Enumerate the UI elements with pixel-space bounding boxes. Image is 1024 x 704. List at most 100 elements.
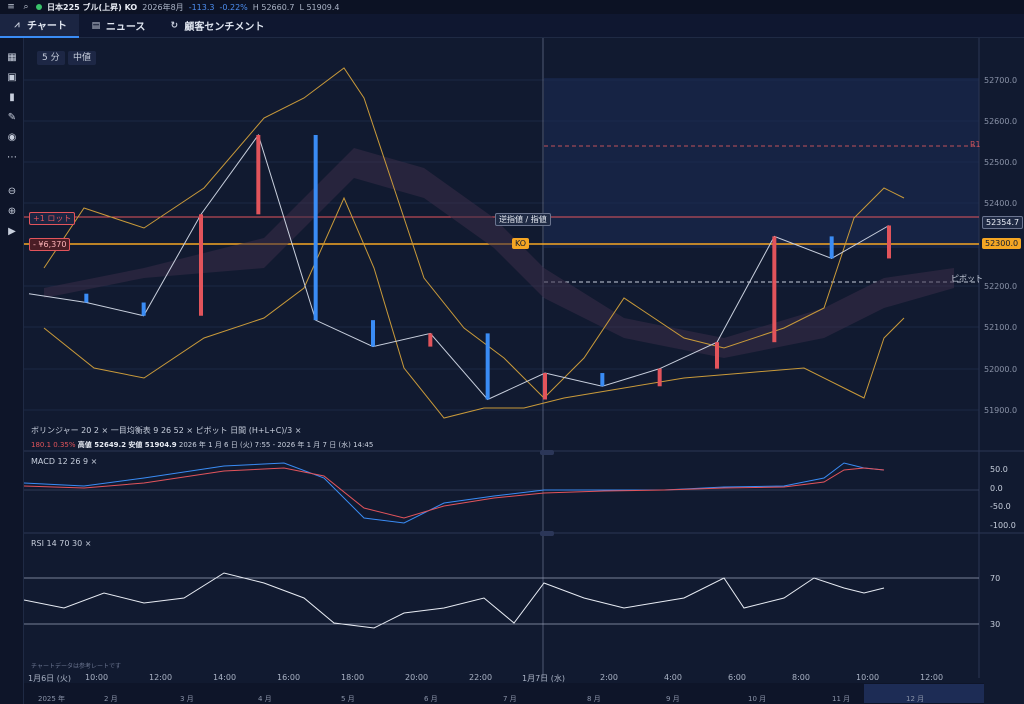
drawing-toolbar: ▦ ▣ ▮ ✎ ◉ ⋯ ⊖ ⊕ ▶ bbox=[0, 38, 24, 704]
time-tick: 12:00 bbox=[149, 673, 173, 682]
close-icon[interactable]: × bbox=[294, 426, 302, 435]
range-value: 180.1 bbox=[31, 441, 52, 449]
macd-label[interactable]: MACD 12 26 9 bbox=[31, 457, 89, 466]
zoom-in-icon[interactable]: ⊕ bbox=[7, 206, 17, 217]
close-icon[interactable]: × bbox=[186, 426, 194, 435]
candle bbox=[141, 302, 146, 316]
candle bbox=[772, 236, 777, 343]
navigator-month: 4 月 bbox=[258, 695, 272, 703]
hamburger-icon[interactable]: ≡ bbox=[7, 2, 15, 12]
data-disclaimer: チャートデータは参考レートです bbox=[31, 663, 121, 670]
ko-label[interactable]: KO bbox=[512, 238, 530, 249]
time-tick: 1月7日 (水) bbox=[522, 674, 565, 683]
ichimoku-cloud bbox=[44, 148, 954, 358]
pivot-legend[interactable]: ピボット 日間 (H+L+C)/3 bbox=[195, 426, 293, 435]
eye-icon[interactable]: ◉ bbox=[7, 132, 17, 143]
navigator-window[interactable] bbox=[864, 684, 984, 703]
close-icon[interactable]: × bbox=[84, 539, 92, 548]
price-tick: 52000.0 bbox=[984, 365, 1018, 374]
price-tick: 52500.0 bbox=[984, 158, 1018, 167]
time-tick: 8:00 bbox=[792, 673, 810, 682]
indicator-legend: ボリンジャー 20 2 × 一目均衡表 9 26 52 × ピボット 日間 (H… bbox=[31, 425, 301, 436]
play-icon[interactable]: ▶ bbox=[8, 226, 16, 237]
navigator-month: 2 月 bbox=[104, 695, 118, 703]
time-tick: 1月6日 (火) bbox=[28, 674, 71, 683]
pivot-label: ピボット bbox=[951, 274, 983, 283]
navigator-month: 11 月 bbox=[832, 695, 851, 703]
macd-line bbox=[24, 462, 885, 524]
tab-sentiment-label: 顧客センチメント bbox=[184, 22, 265, 33]
more-icon[interactable]: ⋯ bbox=[7, 152, 17, 163]
bollinger-legend[interactable]: ボリンジャー 20 2 bbox=[31, 426, 99, 435]
candle bbox=[84, 293, 89, 303]
navigator-month: 9 月 bbox=[666, 695, 680, 703]
time-tick: 22:00 bbox=[469, 673, 493, 682]
pnl-tag: - ¥6,370 bbox=[29, 238, 71, 251]
expiry-label: 2026年8月 bbox=[142, 2, 184, 12]
tab-news[interactable]: ▤ ニュース bbox=[79, 14, 158, 38]
candle bbox=[715, 342, 719, 369]
candle bbox=[657, 368, 662, 387]
bollinger-lower bbox=[43, 196, 905, 419]
time-tick: 14:00 bbox=[213, 673, 237, 682]
pane-resize-handle[interactable] bbox=[540, 531, 554, 536]
tab-sentiment[interactable]: ↻ 顧客センチメント bbox=[157, 14, 276, 38]
price-tick: 51900.0 bbox=[984, 406, 1018, 415]
zoom-out-icon[interactable]: ⊖ bbox=[7, 186, 17, 197]
price-tick: 52100.0 bbox=[984, 323, 1018, 332]
bollinger-upper bbox=[43, 67, 905, 399]
candle bbox=[543, 373, 547, 400]
close-icon[interactable]: × bbox=[90, 457, 98, 466]
bar-chart-icon[interactable]: ▮ bbox=[9, 92, 15, 103]
time-tick: 12:00 bbox=[920, 673, 944, 682]
template-icon[interactable]: ▣ bbox=[7, 72, 17, 83]
navigator[interactable] bbox=[24, 683, 984, 704]
rsi-label[interactable]: RSI 14 70 30 bbox=[31, 539, 83, 548]
indicator-icon[interactable]: ▦ bbox=[7, 52, 17, 63]
time-tick: 6:00 bbox=[728, 673, 746, 682]
symbol-header: ≡ ⌕ 日本225 ブル(上昇) KO 2026年8月 -113.3 -0.22… bbox=[0, 0, 1024, 14]
ichimoku-legend[interactable]: 一目均衡表 9 26 52 bbox=[110, 426, 184, 435]
current-price-tag: 52354.7 bbox=[982, 216, 1024, 229]
tab-chart[interactable]: ⩘ チャート bbox=[0, 13, 79, 38]
market-open-indicator bbox=[36, 4, 42, 10]
news-icon: ▤ bbox=[91, 20, 101, 31]
pencil-icon[interactable]: ✎ bbox=[7, 112, 17, 123]
order-button[interactable]: 逆指値 / 指値 bbox=[495, 213, 551, 226]
time-tick: 18:00 bbox=[341, 673, 365, 682]
symbol-name[interactable]: 日本225 ブル(上昇) KO bbox=[47, 2, 138, 12]
low-price: L 51909.4 bbox=[299, 2, 340, 12]
macd-tick: 0.0 bbox=[990, 484, 1003, 493]
navigator-month: 7 月 bbox=[503, 695, 517, 703]
price-tick: 52400.0 bbox=[984, 199, 1018, 208]
pane-resize-handle[interactable] bbox=[540, 450, 554, 455]
position-tag[interactable]: +1 ロット bbox=[29, 212, 76, 225]
range-pct: 0.35% bbox=[53, 441, 76, 449]
time-tick: 20:00 bbox=[405, 673, 429, 682]
candle bbox=[313, 134, 318, 321]
time-tick: 10:00 bbox=[856, 673, 880, 682]
macd-legend: MACD 12 26 9 × bbox=[31, 457, 97, 466]
tab-chart-label: チャート bbox=[27, 21, 67, 32]
navigator-month: 2025 年 bbox=[38, 695, 66, 703]
price-change: -113.3 bbox=[188, 2, 215, 12]
rsi-tick: 30 bbox=[990, 620, 1001, 629]
ko-price-tag: 52300.0 bbox=[982, 238, 1022, 249]
navigator-month: 10 月 bbox=[748, 695, 767, 703]
rsi-legend: RSI 14 70 30 × bbox=[31, 539, 91, 548]
candle bbox=[829, 236, 834, 259]
interval-selector[interactable]: 5 分 bbox=[37, 51, 65, 65]
candle bbox=[371, 320, 375, 347]
tab-bar: ⩘ チャート ▤ ニュース ↻ 顧客センチメント bbox=[0, 13, 1024, 38]
price-line bbox=[28, 133, 890, 401]
r1-label: R1 bbox=[970, 140, 981, 149]
candle bbox=[887, 225, 891, 259]
refresh-icon: ↻ bbox=[170, 20, 179, 31]
close-icon[interactable]: × bbox=[101, 426, 109, 435]
time-tick: 4:00 bbox=[664, 673, 682, 682]
price-type-selector[interactable]: 中値 bbox=[68, 51, 97, 65]
rsi-line bbox=[24, 572, 885, 629]
navigator-month: 5 月 bbox=[341, 695, 355, 703]
chart-canvas[interactable] bbox=[24, 38, 1024, 704]
search-icon[interactable]: ⌕ bbox=[23, 2, 29, 12]
